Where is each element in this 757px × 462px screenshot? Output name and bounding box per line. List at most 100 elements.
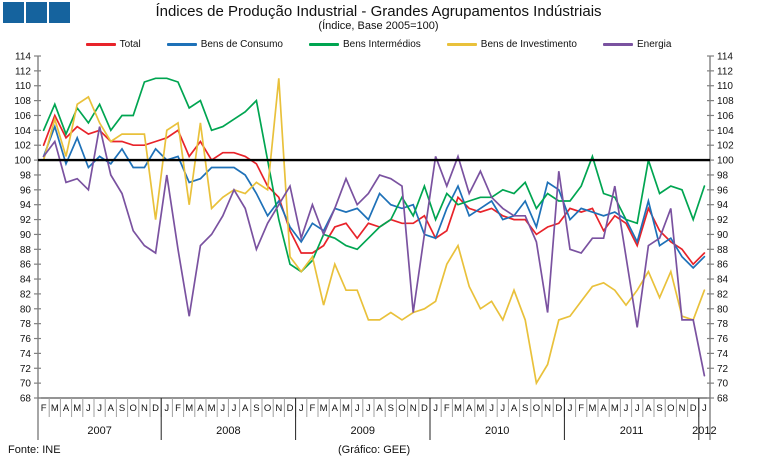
month-label: J <box>164 403 169 414</box>
y-tick-label-left: 88 <box>20 245 32 256</box>
logo <box>3 2 70 23</box>
y-tick-label-right: 96 <box>717 185 729 196</box>
y-tick-label-left: 80 <box>20 304 32 315</box>
month-label: O <box>130 403 137 414</box>
investimento-line-swatch-icon <box>446 43 477 46</box>
month-label: O <box>264 403 271 414</box>
month-label: D <box>287 403 294 414</box>
y-tick-label-left: 114 <box>15 52 31 63</box>
month-label: J <box>433 403 438 414</box>
y-tick-label-right: 106 <box>717 111 734 122</box>
y-tick-label-right: 112 <box>717 66 733 77</box>
y-tick-label-right: 72 <box>717 364 729 375</box>
y-tick-label-left: 94 <box>20 200 32 211</box>
legend: Total Bens de Consumo Bens Intermédios B… <box>0 39 757 50</box>
source-note: Fonte: INE <box>8 444 61 456</box>
y-tick-label-right: 78 <box>717 319 729 330</box>
y-tick-label-right: 94 <box>717 200 729 211</box>
series-line-bens-de-investimento <box>42 78 706 386</box>
month-label: J <box>86 403 91 414</box>
y-tick-label-left: 90 <box>20 230 32 241</box>
month-label: J <box>624 403 629 414</box>
legend-label: Bens Intermédios <box>342 39 421 50</box>
month-label: N <box>544 403 551 414</box>
y-tick-label-left: 104 <box>14 126 31 137</box>
month-label: F <box>41 403 47 414</box>
year-label: 2011 <box>620 425 644 437</box>
month-label: D <box>421 403 428 414</box>
y-tick-label-right: 70 <box>717 379 729 390</box>
y-tick-label-left: 74 <box>20 349 32 360</box>
legend-label: Bens de Consumo <box>200 39 283 50</box>
month-label: N <box>679 403 686 414</box>
logo-square-icon <box>3 2 24 23</box>
month-label: J <box>500 403 505 414</box>
month-label: A <box>197 403 204 414</box>
y-tick-label-left: 84 <box>20 275 32 286</box>
month-label: J <box>702 403 707 414</box>
y-tick-label-right: 100 <box>717 156 734 167</box>
energia-line-swatch-icon <box>602 43 633 46</box>
y-tick-label-right: 74 <box>717 349 729 360</box>
month-label: M <box>476 403 484 414</box>
logo-square-icon <box>49 2 70 23</box>
month-label: A <box>332 403 339 414</box>
month-label: J <box>97 403 102 414</box>
y-tick-label-right: 76 <box>717 334 729 345</box>
y-tick-label-left: 70 <box>20 379 32 390</box>
legend-item-bens-de-consumo: Bens de Consumo <box>166 39 283 50</box>
month-label: A <box>376 403 383 414</box>
month-label: S <box>656 403 662 414</box>
y-tick-label-left: 112 <box>15 66 31 77</box>
month-label: J <box>355 403 360 414</box>
y-tick-label-left: 110 <box>15 81 31 92</box>
y-tick-label-right: 102 <box>717 141 734 152</box>
month-label: O <box>398 403 405 414</box>
chart-title: Índices de Produção Industrial - Grandes… <box>155 3 602 20</box>
title-block: Índices de Produção Industrial - Grandes… <box>0 3 757 33</box>
chart-subtitle: (Índice, Base 2005=100) <box>318 20 439 32</box>
month-label: A <box>63 403 70 414</box>
year-label: 2012 <box>692 425 716 437</box>
credit-note: (Gráfico: GEE) <box>338 444 411 456</box>
y-tick-label-right: 90 <box>717 230 729 241</box>
y-tick-label-right: 80 <box>717 304 729 315</box>
y-tick-label-right: 84 <box>717 275 729 286</box>
series-line-bens-de-consumo <box>42 123 706 270</box>
y-tick-label-right: 110 <box>717 81 733 92</box>
series-line-bens-intermédios <box>42 77 706 273</box>
month-label: S <box>388 403 394 414</box>
month-label: A <box>108 403 115 414</box>
month-label: F <box>309 403 315 414</box>
y-tick-label-left: 106 <box>14 111 31 122</box>
month-label: M <box>185 403 193 414</box>
intermedios-line-swatch-icon <box>308 43 339 46</box>
month-label: S <box>253 403 259 414</box>
y-tick-label-right: 68 <box>717 394 729 405</box>
month-label: A <box>242 403 249 414</box>
month-label: D <box>690 403 697 414</box>
year-label: 2008 <box>216 425 240 437</box>
month-label: M <box>208 403 216 414</box>
month-label: A <box>466 403 473 414</box>
total-line-swatch-icon <box>85 43 116 46</box>
month-label: O <box>533 403 540 414</box>
month-label: D <box>555 403 562 414</box>
year-label: 2009 <box>351 425 375 437</box>
y-tick-label-left: 108 <box>14 96 31 107</box>
month-label: J <box>568 403 573 414</box>
month-label: N <box>410 403 417 414</box>
legend-label: Energia <box>636 39 672 50</box>
month-label: F <box>578 403 584 414</box>
y-tick-label-right: 86 <box>717 260 729 271</box>
consumo-line-swatch-icon <box>166 43 197 46</box>
y-tick-label-left: 92 <box>20 215 32 226</box>
month-label: M <box>588 403 596 414</box>
y-tick-label-right: 98 <box>717 170 729 181</box>
legend-label: Bens de Investimento <box>480 39 577 50</box>
year-label: 2007 <box>87 425 111 437</box>
month-label: J <box>220 403 225 414</box>
y-tick-label-right: 104 <box>717 126 734 137</box>
month-label: M <box>611 403 619 414</box>
